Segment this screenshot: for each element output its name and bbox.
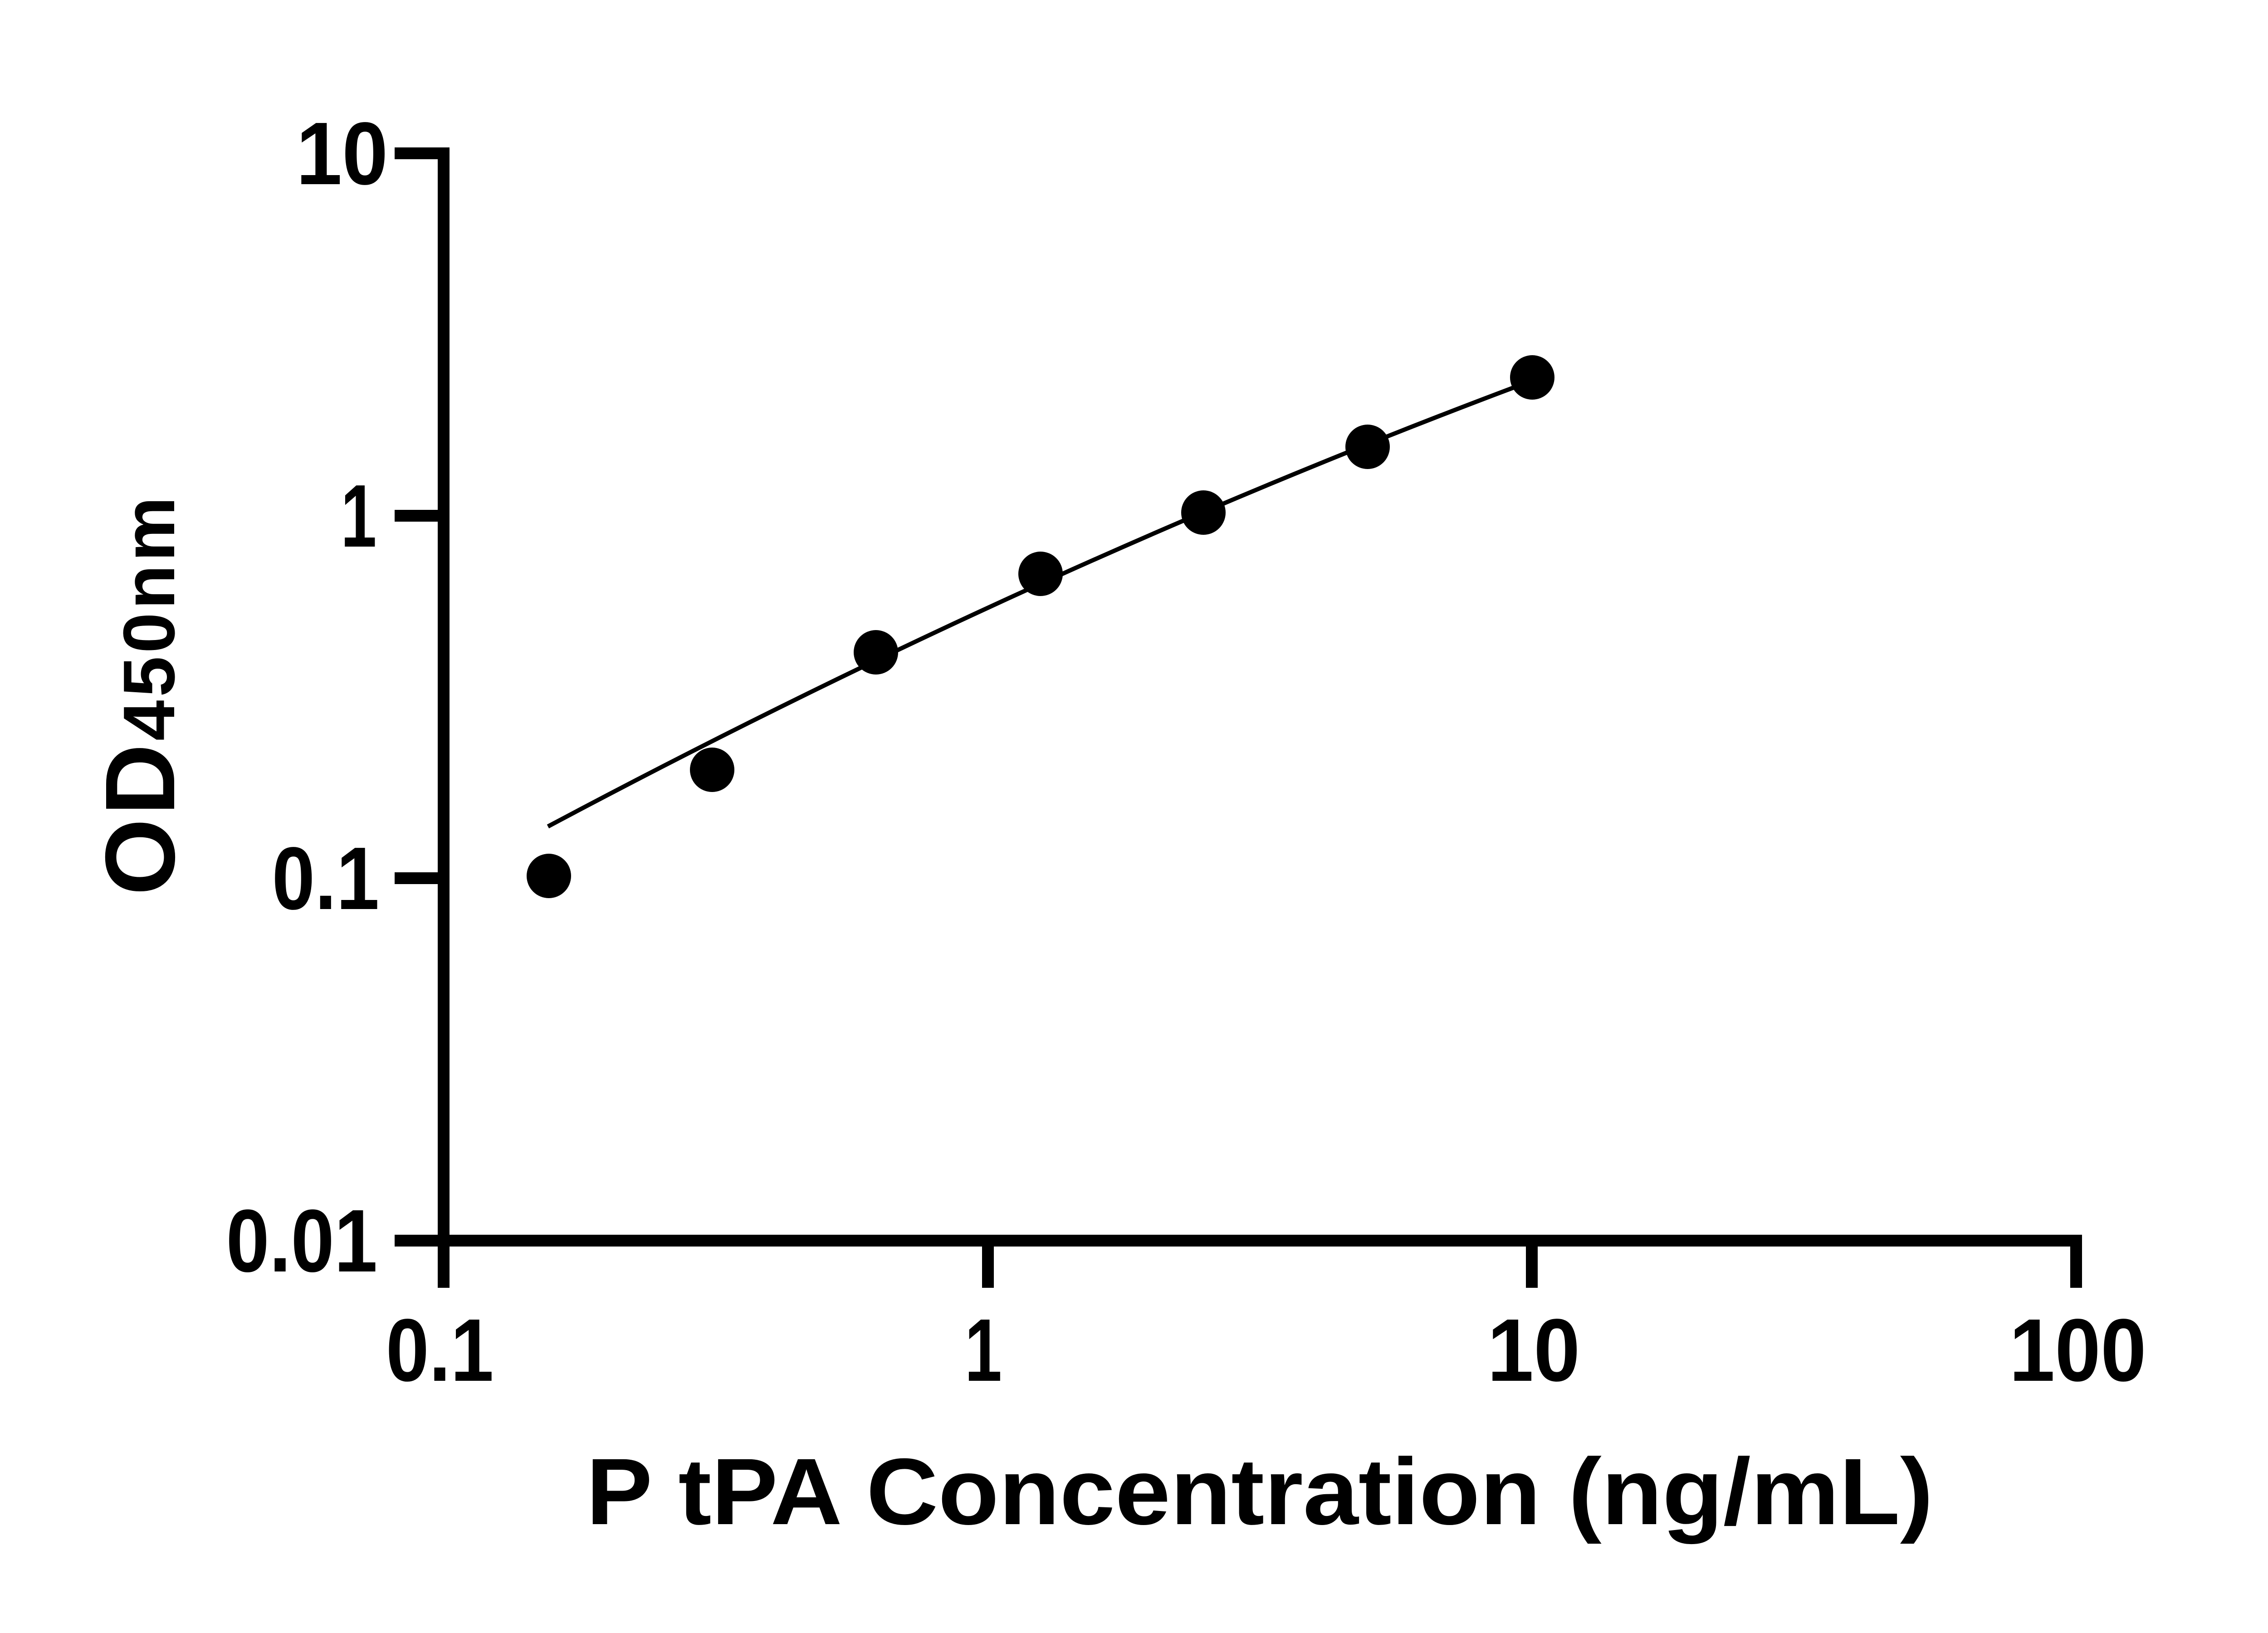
- svg-text:10: 10: [1487, 1301, 1580, 1400]
- svg-text:P tPA Concentration (ng/mL): P tPA Concentration (ng/mL): [586, 1439, 1933, 1545]
- svg-text:0.1: 0.1: [386, 1301, 494, 1399]
- svg-text:1: 1: [965, 1301, 1002, 1400]
- svg-text:10: 10: [296, 104, 388, 204]
- svg-text:OD450nm: OD450nm: [85, 494, 196, 895]
- svg-text:1: 1: [341, 467, 376, 566]
- svg-text:0.1: 0.1: [272, 829, 380, 928]
- svg-text:100: 100: [2009, 1300, 2146, 1399]
- svg-text:0.01: 0.01: [226, 1191, 377, 1291]
